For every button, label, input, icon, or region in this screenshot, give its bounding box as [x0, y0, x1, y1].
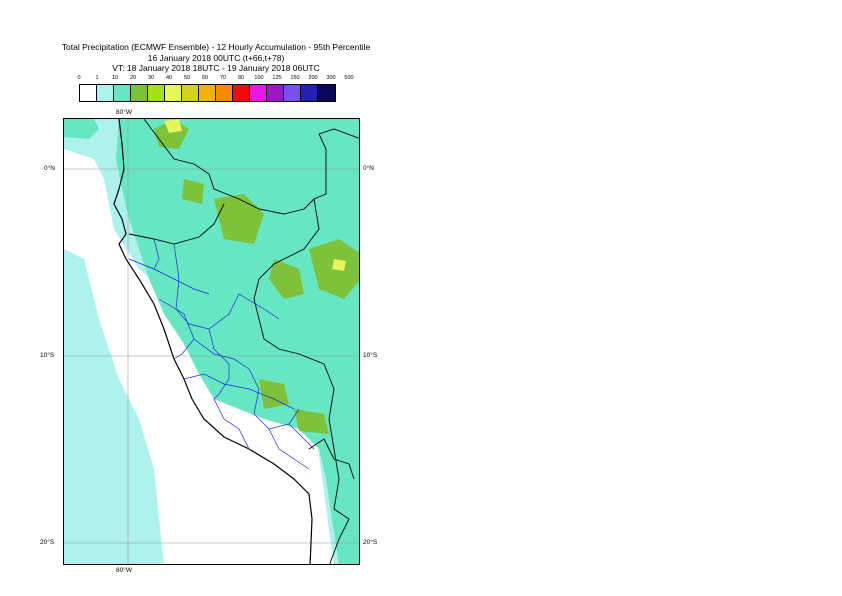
legend-threshold-label: 300 — [326, 75, 336, 81]
precip-patch-light-2 — [79, 459, 114, 539]
precipitation-map — [64, 119, 359, 564]
title-line-3: VT: 18 January 2018 18UTC - 19 January 2… — [112, 63, 320, 73]
legend-color-box — [165, 85, 182, 101]
map-title: Total Precipitation (ECMWF Ensemble) - 1… — [30, 42, 402, 74]
lat-label-right-0: 0°N — [363, 165, 374, 172]
legend-threshold-label: 80 — [237, 75, 245, 81]
lon-label-bottom: 80°W — [116, 567, 132, 574]
legend-color-box — [199, 85, 216, 101]
legend-color-box — [80, 85, 97, 101]
legend-color-box — [131, 85, 148, 101]
legend-color-box — [148, 85, 165, 101]
legend-color-box — [267, 85, 284, 101]
lon-label-top: 80°W — [116, 109, 132, 116]
legend-threshold-label: 1 — [95, 75, 99, 81]
legend-color-box — [284, 85, 301, 101]
coastline — [113, 119, 313, 564]
legend-color-box — [216, 85, 233, 101]
legend-threshold-label: 70 — [219, 75, 227, 81]
regional-boundaries — [128, 238, 315, 470]
legend-labels: 0 1 10 20 30 40 50 60 70 80 100 125 150 200 300 500 — [77, 75, 353, 84]
color-legend: 0 1 10 20 30 40 50 60 70 80 100 125 150 200 300 500 — [77, 75, 354, 102]
graticule — [64, 119, 359, 564]
legend-threshold-label: 30 — [147, 75, 155, 81]
legend-color-box — [301, 85, 318, 101]
precip-area-medium — [64, 119, 359, 564]
legend-threshold-label: 60 — [201, 75, 209, 81]
country-borders — [128, 119, 359, 564]
lat-label-left-0: 0°N — [44, 165, 55, 172]
legend-threshold-label: 40 — [165, 75, 173, 81]
lat-label-right-20: 20°S — [363, 539, 378, 546]
lat-label-right-10: 10°S — [363, 352, 378, 359]
legend-threshold-label: 0 — [77, 75, 81, 81]
legend-color-box — [182, 85, 199, 101]
lat-label-left-20: 20°S — [40, 539, 55, 546]
legend-color-box — [318, 85, 335, 101]
legend-threshold-label: 10 — [111, 75, 119, 81]
legend-threshold-label: 500 — [344, 75, 354, 81]
lat-label-left-10: 10°S — [40, 352, 55, 359]
legend-threshold-label: 20 — [129, 75, 137, 81]
legend-color-box — [114, 85, 131, 101]
legend-color-box — [250, 85, 267, 101]
legend-threshold-label: 50 — [183, 75, 191, 81]
legend-color-box — [97, 85, 114, 101]
precip-area-peak — [164, 119, 346, 271]
map-panel — [63, 118, 360, 565]
title-line-1: Total Precipitation (ECMWF Ensemble) - 1… — [61, 42, 371, 52]
precip-patch-light-1 — [74, 369, 109, 439]
legend-color-box — [233, 85, 250, 101]
legend-threshold-label: 100 — [254, 75, 264, 81]
title-line-2: 16 January 2018 00UTC (t+66,t+78) — [147, 52, 285, 63]
legend-threshold-label: 200 — [308, 75, 318, 81]
legend-color-boxes — [79, 84, 336, 102]
legend-threshold-label: 150 — [290, 75, 300, 81]
legend-threshold-label: 125 — [272, 75, 282, 81]
